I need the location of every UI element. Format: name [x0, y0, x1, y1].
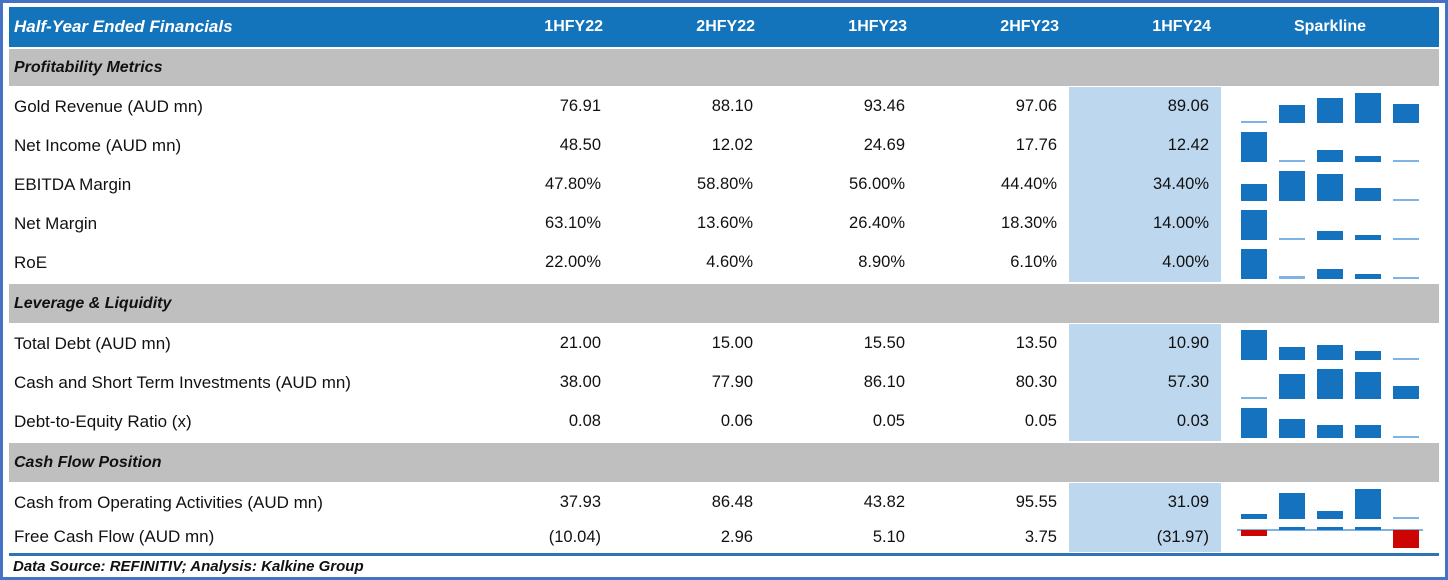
table-row-gold-revenue: Gold Revenue (AUD mn) 76.91 88.10 93.46 … [9, 87, 1439, 126]
cell-value: 15.50 [863, 334, 905, 352]
cell-value: 77.90 [711, 373, 753, 391]
cell-value: 2.96 [720, 527, 753, 546]
row-sparkline [1221, 363, 1439, 402]
cell-value: 63.10% [545, 214, 601, 232]
cell-value: 26.40% [849, 214, 905, 232]
row-sparkline [1221, 204, 1439, 243]
column-header-1hfy24: 1HFY24 [1152, 18, 1211, 35]
row-sparkline [1221, 126, 1439, 165]
cell-value: 15.00 [711, 334, 753, 352]
table-row-cash-operating: Cash from Operating Activities (AUD mn) … [9, 483, 1439, 522]
cell-value: 86.10 [863, 373, 905, 391]
cell-value: 95.55 [1015, 493, 1057, 511]
cell-value-highlighted: 4.00% [1069, 243, 1221, 282]
cell-value: 13.50 [1015, 334, 1057, 352]
cell-value: 0.08 [568, 412, 601, 430]
cell-value: 13.60% [697, 214, 753, 232]
cell-value-highlighted: 34.40% [1069, 165, 1221, 204]
cell-value: 8.90% [858, 253, 905, 271]
cell-value: 18.30% [1001, 214, 1057, 232]
cell-value: 37.93 [559, 493, 601, 511]
row-label: Cash from Operating Activities (AUD mn) [14, 492, 323, 512]
section-label: Leverage & Liquidity [14, 294, 172, 312]
cell-value: 17.76 [1015, 136, 1057, 154]
section-header-cashflow: Cash Flow Position [9, 443, 1439, 482]
row-sparkline [1221, 483, 1439, 522]
cell-value: 58.80% [697, 175, 753, 193]
row-sparkline [1221, 165, 1439, 204]
cell-value-highlighted: (31.97) [1069, 522, 1221, 552]
cell-value: 38.00 [559, 373, 601, 391]
row-sparkline [1221, 402, 1439, 441]
cell-value: 47.80% [545, 175, 601, 193]
row-sparkline [1221, 243, 1439, 282]
cell-value-highlighted: 14.00% [1069, 204, 1221, 243]
section-header-profitability: Profitability Metrics [9, 49, 1439, 86]
cell-value-highlighted: 10.90 [1069, 324, 1221, 363]
row-sparkline [1221, 87, 1439, 126]
row-label: Debt-to-Equity Ratio (x) [14, 411, 192, 431]
cell-value-highlighted: 89.06 [1069, 87, 1221, 126]
table-row-ebitda-margin: EBITDA Margin 47.80% 58.80% 56.00% 44.40… [9, 165, 1439, 204]
cell-value: 88.10 [711, 97, 753, 115]
table-title: Half-Year Ended Financials [14, 17, 233, 36]
cell-value: 6.10% [1010, 253, 1057, 271]
row-sparkline [1221, 324, 1439, 363]
row-label: Net Margin [14, 213, 98, 233]
data-source-note: Data Source: REFINITIV; Analysis: Kalkin… [13, 558, 364, 575]
column-header-2hfy22: 2HFY22 [696, 18, 755, 35]
cell-value: 21.00 [559, 334, 601, 352]
table-row-total-debt: Total Debt (AUD mn) 21.00 15.00 15.50 13… [9, 324, 1439, 363]
cell-value-highlighted: 57.30 [1069, 363, 1221, 402]
column-header-2hfy23: 2HFY23 [1000, 18, 1059, 35]
cell-value: 48.50 [559, 136, 601, 154]
column-header-sparkline: Sparkline [1293, 18, 1367, 35]
cell-value: 93.46 [863, 97, 905, 115]
row-label: Free Cash Flow (AUD mn) [14, 527, 215, 546]
cell-value: 86.48 [711, 493, 753, 511]
row-label: RoE [14, 252, 48, 272]
cell-value: 0.06 [720, 412, 753, 430]
row-label: EBITDA Margin [14, 174, 132, 194]
row-sparkline [1221, 522, 1439, 552]
cell-value: 76.91 [559, 97, 601, 115]
cell-value: 24.69 [863, 136, 905, 154]
cell-value-highlighted: 31.09 [1069, 483, 1221, 522]
section-label: Profitability Metrics [14, 58, 163, 76]
cell-value: (10.04) [548, 527, 601, 546]
cell-value-highlighted: 0.03 [1069, 402, 1221, 441]
row-label: Cash and Short Term Investments (AUD mn) [14, 372, 351, 392]
cell-value: 0.05 [1024, 412, 1057, 430]
row-label: Net Income (AUD mn) [14, 135, 182, 155]
cell-value: 5.10 [872, 527, 905, 546]
footer-divider-line [9, 553, 1439, 556]
cell-value: 97.06 [1015, 97, 1057, 115]
cell-value: 4.60% [706, 253, 753, 271]
cell-value: 3.75 [1024, 527, 1057, 546]
column-header-1hfy23: 1HFY23 [848, 18, 907, 35]
cell-value: 44.40% [1001, 175, 1057, 193]
cell-value: 56.00% [849, 175, 905, 193]
cell-value: 12.02 [711, 136, 753, 154]
cell-value: 43.82 [863, 493, 905, 511]
column-header-1hfy22: 1HFY22 [544, 18, 603, 35]
section-label: Cash Flow Position [14, 453, 162, 471]
table-header-row: Half-Year Ended Financials 1HFY22 2HFY22… [9, 7, 1439, 47]
row-label: Gold Revenue (AUD mn) [14, 96, 203, 116]
table-row-net-margin: Net Margin 63.10% 13.60% 26.40% 18.30% 1… [9, 204, 1439, 243]
table-row-free-cash-flow: Free Cash Flow (AUD mn) (10.04) 2.96 5.1… [9, 522, 1439, 552]
section-header-leverage: Leverage & Liquidity [9, 284, 1439, 323]
cell-value: 22.00% [545, 253, 601, 271]
cell-value: 80.30 [1015, 373, 1057, 391]
cell-value: 0.05 [872, 412, 905, 430]
cell-value-highlighted: 12.42 [1069, 126, 1221, 165]
table-row-cash-sti: Cash and Short Term Investments (AUD mn)… [9, 363, 1439, 402]
table-row-debt-to-equity: Debt-to-Equity Ratio (x) 0.08 0.06 0.05 … [9, 402, 1439, 441]
row-label: Total Debt (AUD mn) [14, 333, 171, 353]
table-row-net-income: Net Income (AUD mn) 48.50 12.02 24.69 17… [9, 126, 1439, 165]
table-row-roe: RoE 22.00% 4.60% 8.90% 6.10% 4.00% [9, 243, 1439, 282]
